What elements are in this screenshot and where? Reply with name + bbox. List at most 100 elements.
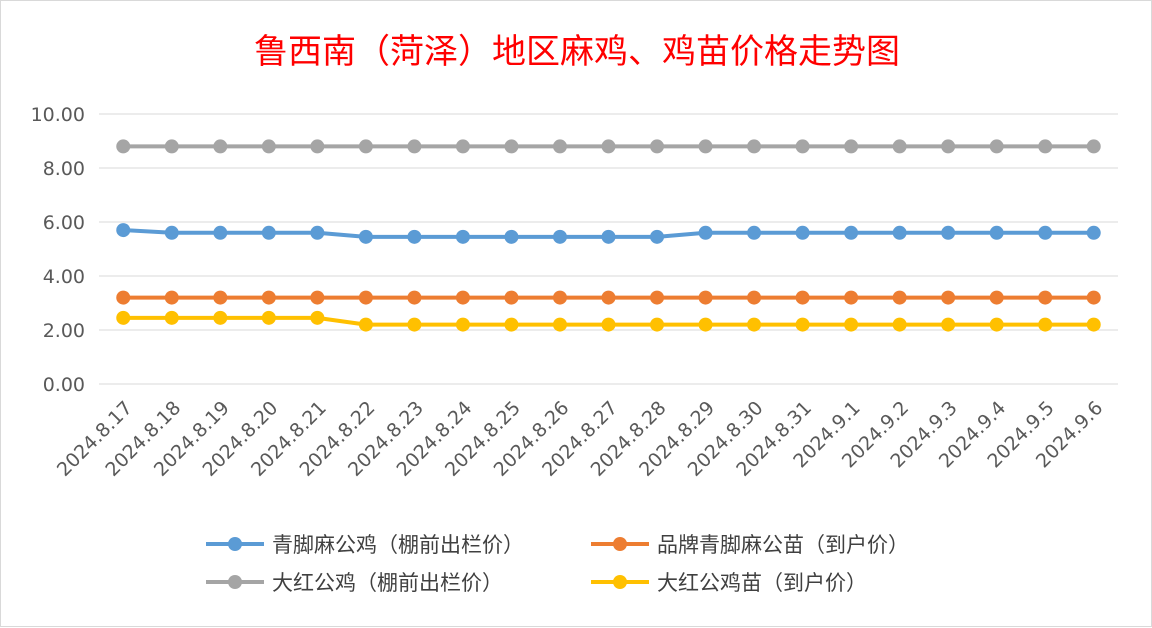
data-point — [1086, 225, 1101, 240]
series-0 — [116, 223, 1101, 244]
data-point — [261, 310, 276, 325]
data-point — [941, 225, 956, 240]
data-point — [650, 139, 665, 154]
data-point — [504, 317, 519, 332]
y-tick-label: 10.00 — [31, 104, 85, 126]
data-point — [650, 290, 665, 305]
data-point — [795, 225, 810, 240]
data-point — [358, 290, 373, 305]
data-point — [698, 317, 713, 332]
legend-entry: 大红公鸡（棚前出栏价） — [206, 571, 503, 595]
data-point — [552, 139, 567, 154]
y-tick-label: 6.00 — [43, 212, 85, 234]
data-point — [358, 317, 373, 332]
data-point — [795, 290, 810, 305]
series-3 — [116, 310, 1101, 332]
data-point — [407, 317, 422, 332]
legend-entry: 品牌青脚麻公苗（到户价） — [591, 533, 909, 557]
data-point — [358, 139, 373, 154]
data-point — [455, 290, 470, 305]
legend-label: 品牌青脚麻公苗（到户价） — [657, 533, 909, 557]
data-point — [989, 317, 1004, 332]
data-point — [455, 229, 470, 244]
data-point — [455, 139, 470, 154]
chart-title: 鲁西南（菏泽）地区麻鸡、鸡苗价格走势图 — [254, 32, 900, 72]
data-point — [892, 139, 907, 154]
data-point — [552, 290, 567, 305]
data-point — [504, 229, 519, 244]
data-point — [407, 290, 422, 305]
data-point — [892, 317, 907, 332]
data-point — [747, 290, 762, 305]
data-point — [601, 139, 616, 154]
data-point — [698, 290, 713, 305]
data-point — [407, 139, 422, 154]
data-point — [164, 290, 179, 305]
data-point — [261, 225, 276, 240]
data-point — [310, 290, 325, 305]
legend-marker — [228, 575, 242, 589]
series-1 — [116, 290, 1101, 305]
data-point — [261, 139, 276, 154]
data-point — [1086, 317, 1101, 332]
legend-entry: 大红公鸡苗（到户价） — [591, 571, 867, 595]
data-point — [989, 290, 1004, 305]
data-point — [310, 139, 325, 154]
data-point — [989, 139, 1004, 154]
data-point — [504, 139, 519, 154]
y-tick-label: 0.00 — [43, 374, 85, 396]
data-point — [601, 317, 616, 332]
data-point — [213, 225, 228, 240]
data-point — [601, 229, 616, 244]
series-2 — [116, 139, 1101, 154]
data-point — [941, 317, 956, 332]
data-point — [116, 310, 131, 325]
data-point — [747, 317, 762, 332]
data-point — [213, 310, 228, 325]
data-point — [844, 225, 859, 240]
data-point — [601, 290, 616, 305]
data-point — [941, 139, 956, 154]
legend-label: 青脚麻公鸡（棚前出栏价） — [272, 533, 524, 557]
data-point — [795, 139, 810, 154]
data-point — [358, 229, 373, 244]
data-point — [116, 139, 131, 154]
data-point — [1086, 290, 1101, 305]
data-point — [892, 225, 907, 240]
legend-marker — [228, 537, 242, 551]
data-point — [1038, 139, 1053, 154]
data-point — [310, 310, 325, 325]
gridlines — [99, 113, 1118, 385]
y-tick-label: 4.00 — [43, 266, 85, 288]
data-point — [1038, 317, 1053, 332]
data-point — [164, 225, 179, 240]
data-point — [261, 290, 276, 305]
data-point — [844, 317, 859, 332]
data-point — [504, 290, 519, 305]
x-axis-ticks: 2024.8.172024.8.182024.8.192024.8.202024… — [53, 397, 1107, 481]
data-point — [844, 290, 859, 305]
data-point — [310, 225, 325, 240]
data-point — [892, 290, 907, 305]
data-point — [941, 290, 956, 305]
data-point — [844, 139, 859, 154]
data-point — [213, 139, 228, 154]
data-point — [116, 290, 131, 305]
data-point — [164, 310, 179, 325]
legend-label: 大红公鸡（棚前出栏价） — [272, 571, 503, 595]
data-point — [1038, 290, 1053, 305]
legend: 青脚麻公鸡（棚前出栏价） 品牌青脚麻公苗（到户价） 大红公鸡（棚前出栏价） 大红公鸡苗… — [206, 533, 909, 595]
data-point — [552, 317, 567, 332]
legend-marker — [613, 575, 627, 589]
data-point — [650, 229, 665, 244]
series-layer — [116, 139, 1101, 332]
data-point — [989, 225, 1004, 240]
y-tick-label: 2.00 — [43, 320, 85, 342]
data-point — [698, 139, 713, 154]
data-point — [1086, 139, 1101, 154]
data-point — [116, 223, 131, 238]
data-point — [213, 290, 228, 305]
data-point — [650, 317, 665, 332]
